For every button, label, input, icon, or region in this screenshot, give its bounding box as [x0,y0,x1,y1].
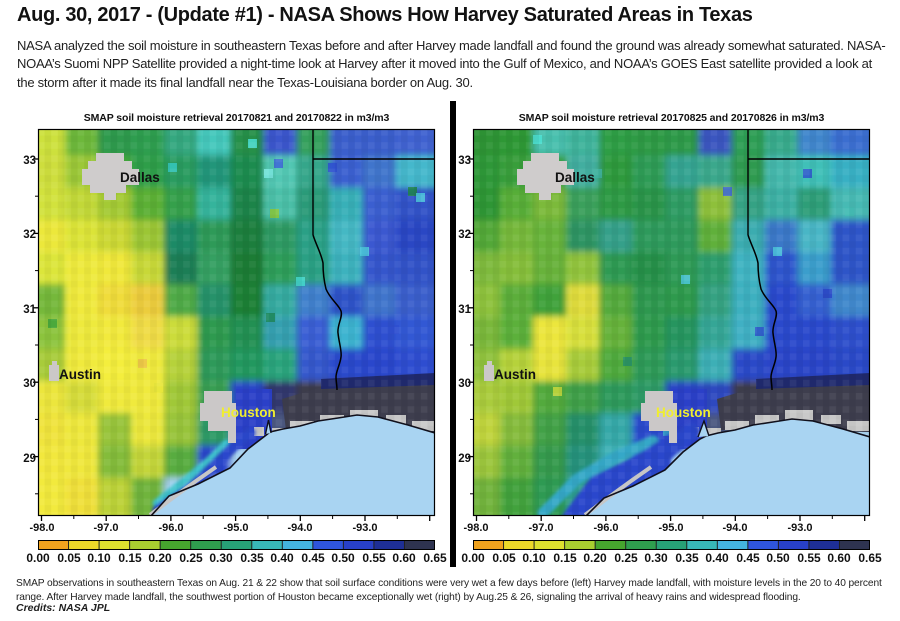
svg-text:Austin: Austin [59,367,101,382]
svg-text:Austin: Austin [494,367,536,382]
svg-text:Houston: Houston [656,405,711,420]
svg-text:Houston: Houston [221,405,276,420]
svg-text:Dallas: Dallas [555,170,595,185]
svg-text:Dallas: Dallas [120,170,160,185]
